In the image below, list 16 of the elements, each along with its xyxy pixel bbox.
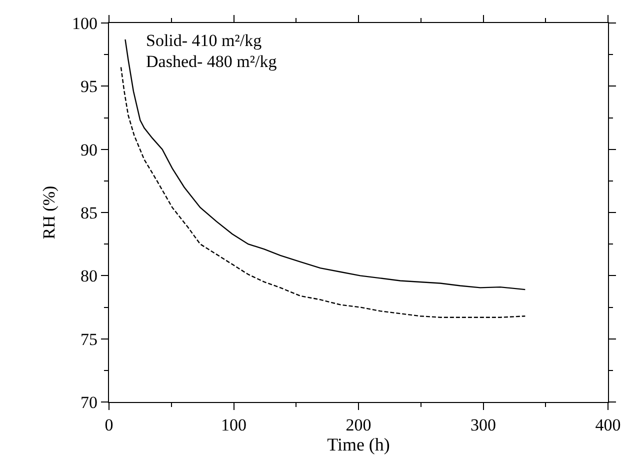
y-tick-label: 90 bbox=[80, 140, 98, 160]
x-tick-label: 200 bbox=[346, 416, 372, 434]
annotation: Dashed- 480 m²/kg bbox=[146, 52, 278, 71]
y-tick-label: 100 bbox=[72, 14, 98, 33]
y-tick-label: 70 bbox=[80, 392, 98, 412]
y-tick-label: 80 bbox=[80, 266, 98, 286]
y-tick-label: 75 bbox=[80, 330, 98, 349]
y-tick-label: 85 bbox=[80, 203, 98, 222]
annotation: Solid- 410 m²/kg bbox=[146, 31, 262, 50]
x-tick-label: 0 bbox=[104, 416, 114, 434]
x-axis-title: Time (h) bbox=[327, 434, 390, 455]
x-tick-label: 300 bbox=[470, 416, 496, 434]
x-tick-label: 100 bbox=[221, 416, 246, 434]
y-tick-label: 95 bbox=[80, 77, 98, 96]
y-axis-title: RH (%) bbox=[40, 186, 59, 240]
x-tick-label: 400 bbox=[595, 416, 621, 434]
